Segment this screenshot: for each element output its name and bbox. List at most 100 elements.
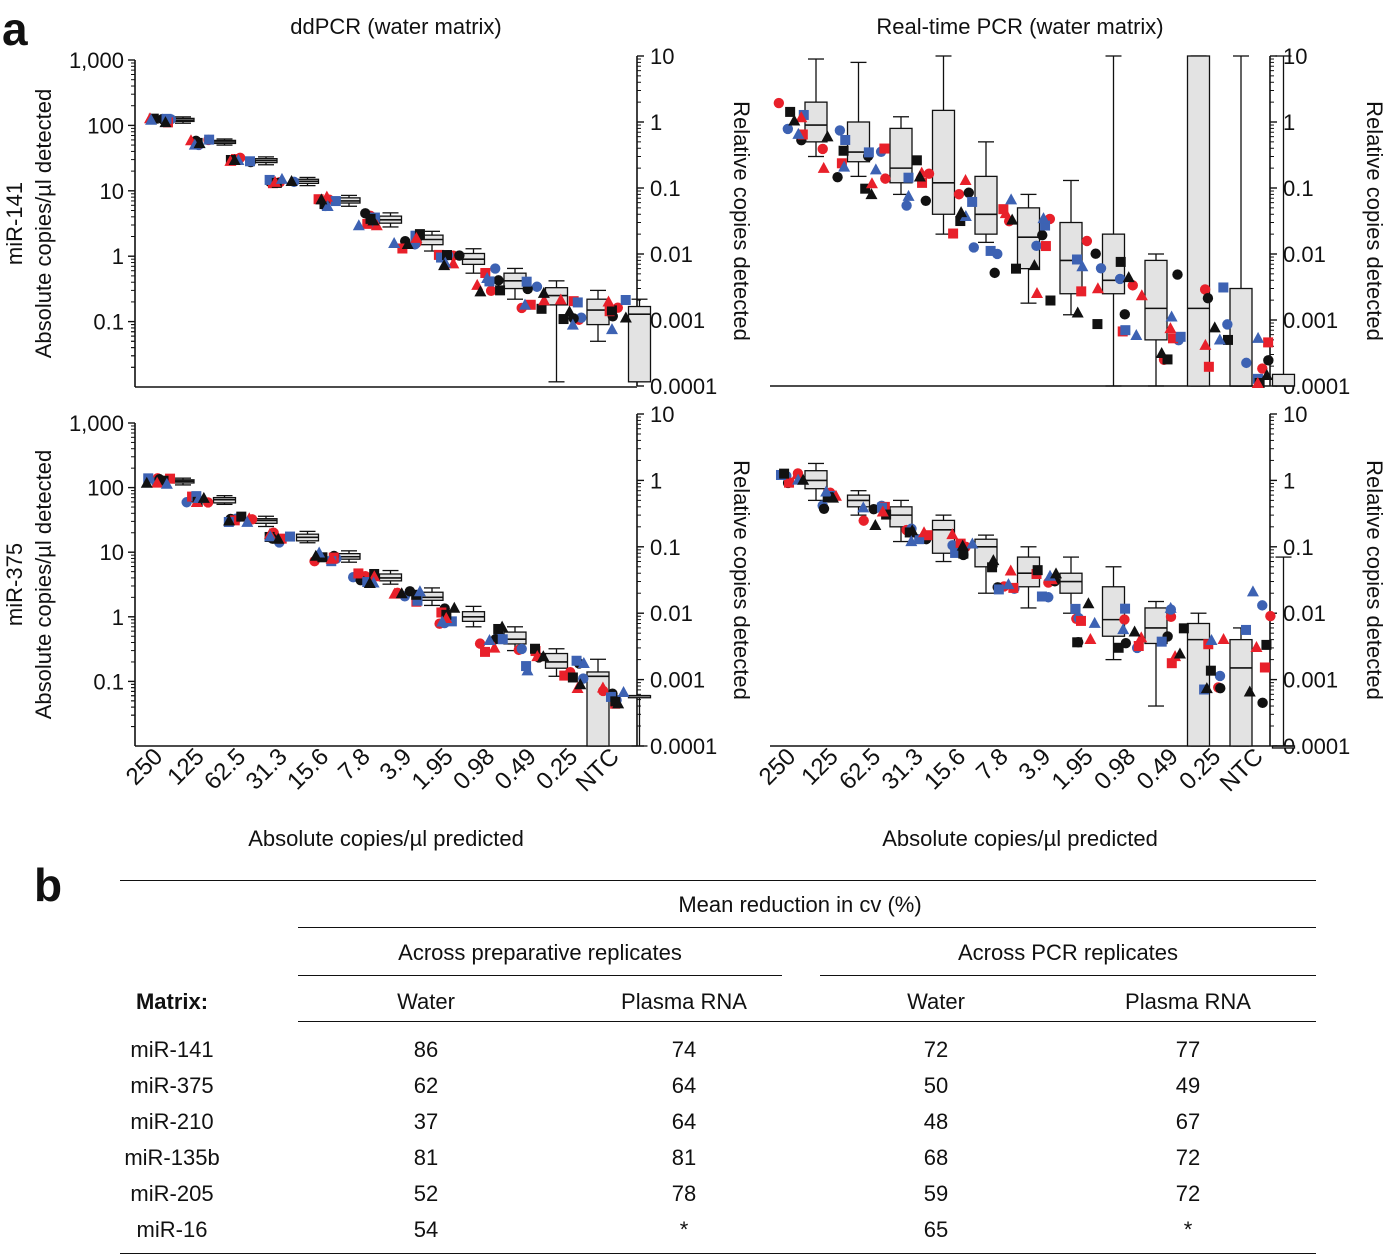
data-point xyxy=(272,532,285,544)
data-point xyxy=(1215,683,1226,694)
data-point xyxy=(151,476,164,488)
data-point xyxy=(571,655,582,666)
data-point xyxy=(1117,623,1130,635)
data-point xyxy=(1165,310,1178,322)
data-point xyxy=(1164,322,1177,334)
data-point xyxy=(1257,600,1268,611)
data-point xyxy=(792,127,805,139)
data-point xyxy=(785,106,796,117)
data-point xyxy=(869,519,882,531)
column-header: Water xyxy=(397,989,455,1014)
data-point xyxy=(395,587,408,599)
data-point xyxy=(264,530,277,542)
data-point xyxy=(879,143,890,154)
data-point xyxy=(1076,286,1087,297)
data-point xyxy=(518,298,531,310)
data-point xyxy=(483,634,496,646)
data-point xyxy=(863,147,874,158)
data-point xyxy=(1128,625,1141,637)
data-point xyxy=(821,130,834,142)
data-point xyxy=(269,175,282,187)
data-point xyxy=(999,207,1012,219)
data-point xyxy=(955,216,966,227)
data-point xyxy=(321,200,334,212)
box xyxy=(1186,55,1211,387)
data-point xyxy=(838,145,849,156)
data-point xyxy=(966,537,979,549)
data-point xyxy=(818,503,830,514)
data-point xyxy=(412,595,423,606)
data-point xyxy=(914,534,925,545)
data-point xyxy=(1010,263,1021,274)
data-point xyxy=(1165,611,1177,623)
data-point xyxy=(860,183,871,194)
data-point xyxy=(985,245,996,256)
table-cell: 59 xyxy=(923,1181,949,1206)
y2-tick-label: 0.01 xyxy=(1283,242,1326,267)
data-point xyxy=(159,116,172,128)
y-tick-label: 1 xyxy=(112,605,124,630)
data-point xyxy=(193,137,206,149)
data-point xyxy=(480,646,491,657)
data-point xyxy=(516,643,527,655)
table-title-rule xyxy=(298,927,1316,928)
table-cell: * xyxy=(679,1217,689,1242)
data-point xyxy=(145,113,158,125)
table-cell: 37 xyxy=(413,1109,439,1134)
data-point xyxy=(537,650,550,662)
table-top-rule xyxy=(120,880,1316,881)
table-cell: 67 xyxy=(1175,1109,1201,1134)
data-point xyxy=(1168,333,1179,344)
data-point xyxy=(797,129,808,140)
data-point xyxy=(1135,289,1148,301)
data-point xyxy=(602,295,615,307)
data-point xyxy=(1246,585,1259,597)
panel-b-label: b xyxy=(34,859,63,911)
data-point xyxy=(275,172,288,184)
data-point xyxy=(948,228,959,239)
data-point xyxy=(165,473,176,484)
data-point xyxy=(1031,240,1042,252)
data-point xyxy=(530,643,541,654)
data-point xyxy=(840,134,851,145)
data-point xyxy=(1217,633,1230,645)
data-point xyxy=(1164,601,1177,613)
data-point xyxy=(779,468,790,479)
data-point xyxy=(773,97,785,109)
y2-tick-label: 10 xyxy=(1283,402,1307,427)
data-point xyxy=(817,143,828,155)
table-cell: 81 xyxy=(671,1145,697,1170)
data-point xyxy=(1088,616,1101,628)
data-point xyxy=(1250,640,1263,652)
group-header-pcr: Across PCR replicates xyxy=(957,940,1179,965)
y2-tick-label: 0.01 xyxy=(650,242,693,267)
data-point xyxy=(1120,325,1131,336)
data-point xyxy=(1006,213,1019,225)
data-point xyxy=(1243,685,1256,697)
data-point xyxy=(901,200,912,211)
data-point xyxy=(1259,662,1270,673)
y-tick-label: 1 xyxy=(112,244,124,269)
data-point xyxy=(563,305,576,317)
data-point xyxy=(436,615,449,627)
data-point xyxy=(191,491,202,502)
y2-tick-label: 1 xyxy=(1283,110,1295,135)
data-point xyxy=(536,303,547,314)
data-point xyxy=(1257,363,1268,374)
group-header-preparative: Across preparative replicates xyxy=(398,940,682,965)
data-point xyxy=(531,281,543,292)
data-point xyxy=(1175,331,1186,342)
header-rule xyxy=(298,1021,1316,1022)
y-tick-label: 1,000 xyxy=(69,48,124,73)
data-point xyxy=(920,195,932,206)
data-point xyxy=(264,174,275,185)
figure-panel-a: 1,000 100 10 1 0.1 10 1 0.1 0.01 0.001 0.0001 ddPCR… xyxy=(2,14,1387,851)
data-point xyxy=(865,188,878,200)
y2-tick-label: 0.0001 xyxy=(650,734,717,759)
data-point xyxy=(158,475,169,486)
data-point xyxy=(822,492,833,503)
y-tick-label: 0.1 xyxy=(93,669,124,694)
data-point xyxy=(987,562,998,573)
